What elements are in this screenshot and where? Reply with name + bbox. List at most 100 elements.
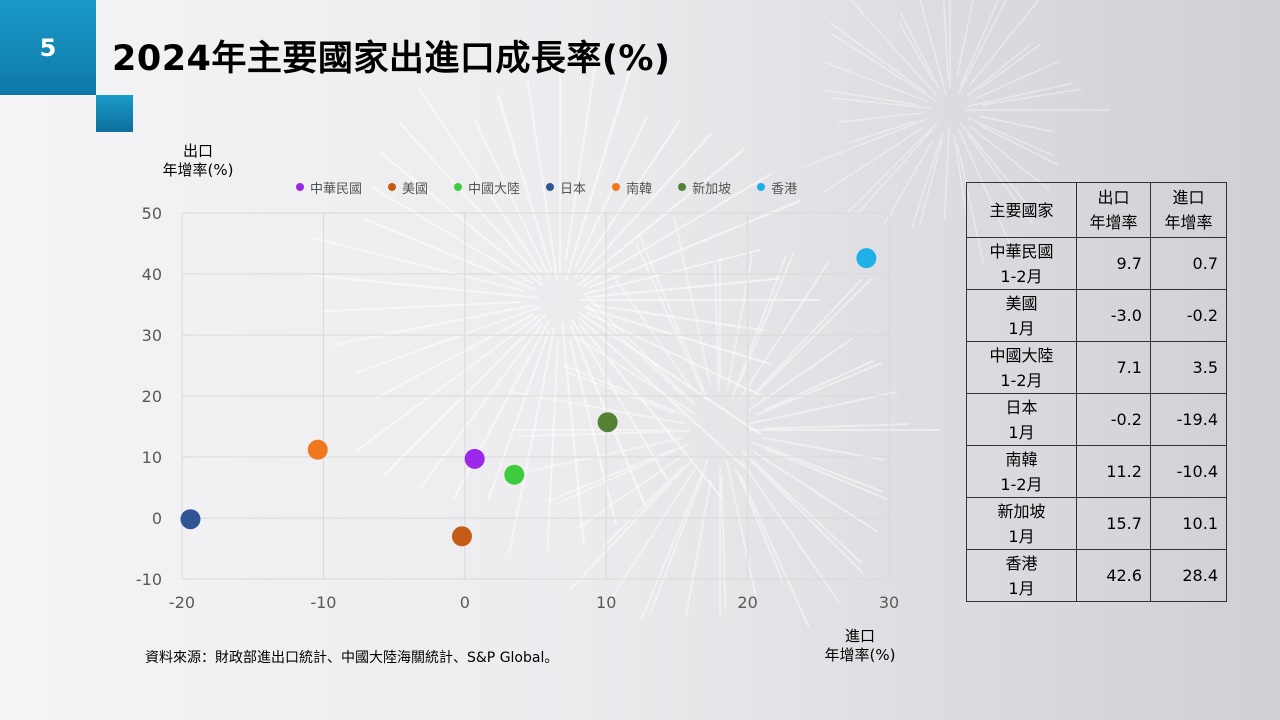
firework-ray xyxy=(585,303,688,400)
table-header-import: 進口 年增率 xyxy=(1149,182,1228,238)
firework-ray xyxy=(508,390,686,425)
legend-item: 日本 xyxy=(546,178,586,197)
firework-ray xyxy=(673,216,712,386)
firework-ray xyxy=(739,261,830,399)
firework-ray xyxy=(730,255,787,400)
x-axis-title: 進口 年增率(%) xyxy=(810,627,910,665)
table-cell-export: 42.6 xyxy=(1076,549,1151,602)
firework-ray xyxy=(910,130,944,229)
data-point xyxy=(451,526,472,547)
x-tick-label: 0 xyxy=(460,593,470,612)
table-cell-import: 28.4 xyxy=(1149,549,1228,602)
firework-ray xyxy=(749,277,873,401)
legend-label: 南韓 xyxy=(626,181,653,197)
firework-ray xyxy=(363,217,523,286)
firework-ray xyxy=(713,265,720,394)
firework-ray xyxy=(584,294,696,406)
data-table: 主要國家 出口 年增率 進口 年增率 中華民國 1-2月 9.7 0.7 美國 1月 -… xyxy=(966,182,1228,602)
legend-marker xyxy=(388,183,397,191)
firework-ray xyxy=(684,479,712,619)
firework-ray xyxy=(569,457,695,591)
legend-item: 美國 xyxy=(388,178,428,197)
firework-ray xyxy=(354,314,541,453)
table-cell-export: 11.2 xyxy=(1076,445,1151,498)
data-point xyxy=(856,248,877,269)
firework-ray xyxy=(822,126,924,194)
firework-ray xyxy=(371,186,534,285)
firework-ray xyxy=(942,0,950,81)
firework-ray xyxy=(824,89,918,106)
firework-ray xyxy=(849,0,938,96)
firework-ray xyxy=(754,278,863,393)
firework-ray xyxy=(496,93,553,273)
table-cell-export: -0.2 xyxy=(1076,393,1151,446)
y-tick-label: 10 xyxy=(142,448,162,467)
table-cell-country: 美國 1月 xyxy=(966,289,1077,342)
firework-ray xyxy=(978,115,1055,133)
legend-marker xyxy=(678,183,687,191)
x-axis-title-line2: 年增率(%) xyxy=(824,646,896,664)
page-title: 2024年主要國家出進口成長率(%) xyxy=(112,39,671,79)
table-cell-country: 中華民國 1-2月 xyxy=(966,237,1077,290)
x-tick-label: 10 xyxy=(596,593,616,612)
firework-ray xyxy=(829,22,927,94)
firework-ray xyxy=(966,42,1032,97)
firework-ray xyxy=(978,43,1042,90)
firework-ray xyxy=(747,337,854,412)
y-tick-label: -10 xyxy=(136,570,162,589)
firework-ray xyxy=(578,316,746,469)
firework-ray xyxy=(640,460,709,620)
firework-ray xyxy=(383,323,537,477)
y-tick-label: 30 xyxy=(142,326,162,345)
firework-ray xyxy=(753,450,879,533)
firework-ray xyxy=(763,423,909,430)
firework-ray xyxy=(607,267,693,390)
firework-ray xyxy=(580,132,712,278)
firework-ray xyxy=(546,336,560,552)
firework-ray xyxy=(379,151,533,278)
firework-ray xyxy=(720,475,727,607)
source-note: 資料來源：財政部進出口統計、中國大陸海關統計、S&P Global。 xyxy=(145,650,559,666)
table-cell-import: 10.1 xyxy=(1149,497,1228,550)
firework-ray xyxy=(564,59,597,262)
firework-ray xyxy=(563,364,684,416)
firework-ray xyxy=(957,0,1007,96)
data-point xyxy=(504,464,525,485)
firework-ray xyxy=(555,443,690,505)
firework-ray xyxy=(565,53,636,281)
firework-ray xyxy=(577,453,686,530)
legend-item: 香港 xyxy=(757,178,797,197)
table-row: 香港 1月 42.6 28.4 xyxy=(966,549,1228,602)
firework-ray xyxy=(526,80,559,281)
firework-ray xyxy=(897,21,934,82)
legend-label: 新加坡 xyxy=(692,181,732,197)
table-header-country: 主要國家 xyxy=(966,182,1077,238)
firework-ray xyxy=(582,248,762,296)
table-row: 中國大陸 1-2月 7.1 3.5 xyxy=(966,341,1228,394)
firework-ray xyxy=(749,390,899,425)
firework-ray xyxy=(899,12,940,89)
firework-ray xyxy=(725,461,757,597)
firework-ray xyxy=(601,466,684,549)
firework-ray xyxy=(638,234,709,401)
table-header-export: 出口 年增率 xyxy=(1076,182,1151,238)
firework-ray xyxy=(571,333,695,415)
chart-legend: 中華民國 美國 中國大陸 日本 南韓 新加坡 香港 xyxy=(296,178,823,197)
firework-ray xyxy=(752,441,884,493)
legend-label: 日本 xyxy=(560,181,587,197)
legend-item: 中華民國 xyxy=(296,178,362,197)
legend-marker xyxy=(546,183,555,191)
firework-ray xyxy=(979,124,1059,166)
firework-ray xyxy=(848,120,916,144)
legend-item: 新加坡 xyxy=(678,178,731,197)
firework-ray xyxy=(824,61,928,103)
firework-ray xyxy=(398,121,542,280)
table-row: 南韓 1-2月 11.2 -10.4 xyxy=(966,445,1228,498)
legend-item: 南韓 xyxy=(612,178,652,197)
firework-ray xyxy=(648,468,707,616)
table-cell-country: 南韓 1-2月 xyxy=(966,445,1077,498)
firework-ray xyxy=(323,300,521,313)
firework-ray xyxy=(586,311,767,399)
firework-ray xyxy=(589,199,801,289)
